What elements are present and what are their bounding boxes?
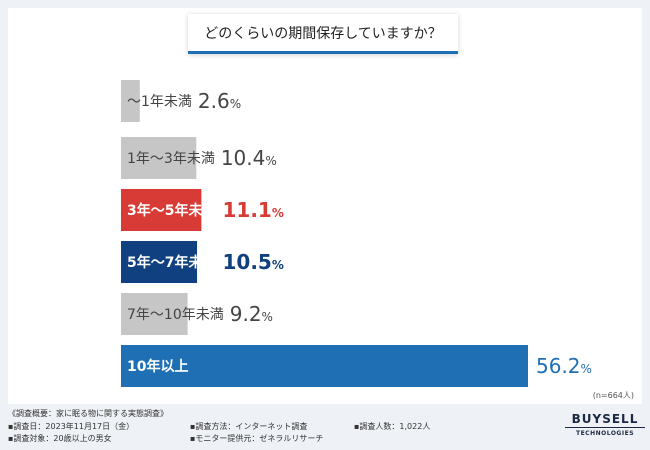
survey-date: ▪調査日：2023年11月17日（金）	[8, 422, 135, 431]
survey-footer: 《調査概要：家に眠る物に関する実態調査》 ▪調査日：2023年11月17日（金）…	[0, 404, 650, 450]
category-label-1: 〜1年未満	[127, 94, 192, 110]
chart-title: どのくらいの期間保存していますか？	[188, 14, 458, 54]
survey-count: ▪調査人数：1,022人	[354, 422, 431, 431]
sample-size-note: (n=664人)	[593, 391, 634, 400]
logo-subtitle: TECHNOLOGIES	[575, 430, 635, 437]
bar-1	[121, 80, 140, 122]
bar-6	[121, 345, 528, 387]
value-label-6: 56.2%	[536, 354, 592, 378]
value-label-5: 9.2%	[230, 302, 273, 326]
survey-title: 《調査概要：家に眠る物に関する実態調査》	[8, 409, 168, 418]
bar-4	[121, 241, 198, 283]
chart-card	[8, 8, 642, 404]
value-label-3: 11.1%	[222, 198, 283, 222]
value-label-1: 2.6%	[198, 89, 241, 113]
category-label-5: 7年〜10年未満	[127, 307, 224, 323]
bar-5	[121, 293, 188, 335]
bar-3	[121, 189, 202, 231]
category-label-2: 1年〜3年未満	[127, 151, 215, 167]
survey-provider: ▪モニター提供元：ゼネラルリサーチ	[190, 434, 324, 443]
category-label-6: 10年以上	[127, 358, 188, 375]
survey-method: ▪調査方法：インターネット調査	[190, 422, 308, 431]
value-label-2: 10.4%	[221, 146, 277, 170]
buysell-logo: BUYSELL TECHNOLOGIES	[565, 412, 645, 437]
bar-2	[121, 137, 197, 179]
logo-wordmark: BUYSELL	[565, 412, 645, 428]
value-label-4: 10.5%	[222, 250, 283, 274]
survey-target: ▪調査対象：20歳以上の男女	[8, 434, 112, 443]
category-label-4: 5年〜7年未満	[127, 254, 216, 271]
category-label-3: 3年〜5年未満	[127, 202, 216, 219]
